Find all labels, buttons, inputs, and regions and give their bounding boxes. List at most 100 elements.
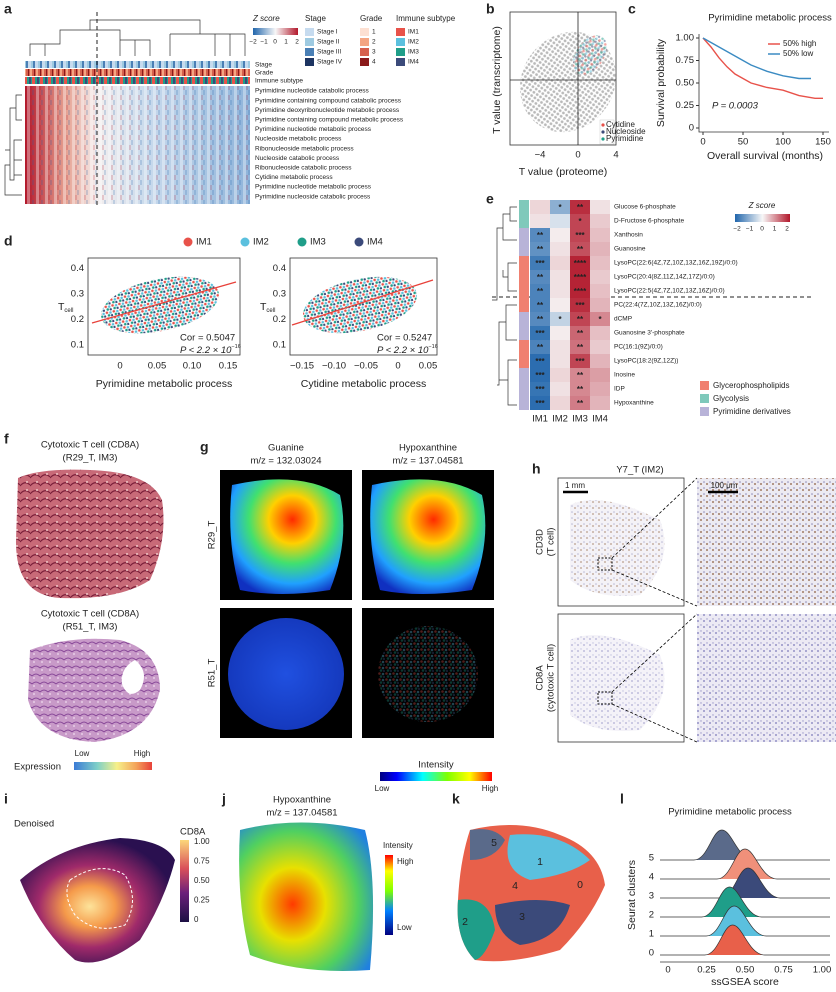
significance: ** — [577, 245, 584, 254]
legend-tick: 0 — [273, 39, 277, 46]
tissue-image — [15, 469, 164, 599]
row-dendrogram — [4, 94, 22, 196]
column-label: IM4 — [592, 414, 608, 425]
ihc-image — [570, 635, 665, 731]
zoom-lines — [611, 613, 698, 743]
ridge — [660, 867, 830, 899]
cluster-label: 1 — [537, 856, 543, 868]
cluster-region — [507, 834, 590, 880]
denoised-map — [20, 838, 175, 963]
column-label: IM3 — [572, 414, 588, 425]
panel-label: j — [221, 791, 226, 807]
legend-label: Pyrimidine derivatives — [713, 407, 791, 416]
x-tick-label: 0.25 — [697, 965, 716, 976]
category-strip — [519, 228, 529, 242]
legend-tick: 1 — [773, 226, 777, 233]
heatmap-cell — [570, 340, 590, 354]
category-strip — [519, 340, 529, 354]
y-tick-label: 1.00 — [676, 33, 695, 44]
ihc-image — [570, 500, 665, 596]
x-tick-label: 150 — [815, 137, 831, 148]
legend-tick: −2 — [249, 39, 257, 46]
scale-label: 1 mm — [565, 481, 585, 490]
column-title: Hypoxanthine — [399, 443, 457, 454]
row-label: Inosine — [614, 372, 635, 379]
heatmap-cell — [550, 326, 570, 340]
cluster-label: 4 — [512, 880, 518, 892]
legend-label: 50% low — [783, 49, 813, 58]
zscore-colorbar — [735, 214, 790, 222]
panel-label: g — [200, 439, 209, 455]
heatmap-cell — [590, 284, 610, 298]
category-strip — [519, 284, 529, 298]
zoom-box — [597, 557, 613, 571]
legend-tick: −1 — [746, 226, 754, 233]
y-axis-label: Tcell — [260, 301, 275, 314]
significance: *** — [535, 371, 545, 380]
heatmap-cell — [530, 326, 550, 340]
regression-line — [291, 279, 434, 326]
cluster-label: 3 — [519, 911, 525, 923]
legend-swatch — [360, 58, 369, 66]
panel-label: i — [4, 791, 8, 807]
row-label: Nucleoside catabolic process — [255, 155, 340, 162]
legend-low: Low — [397, 923, 412, 932]
row-label: Ribonucleoside catabolic process — [255, 165, 352, 172]
p-value-exponent: −16 — [231, 344, 240, 350]
column-dendrogram — [29, 19, 246, 56]
legend-high: High — [482, 784, 498, 793]
legend-label: IM4 — [367, 237, 383, 248]
legend-marker — [183, 237, 193, 247]
legend-label: 4 — [372, 59, 376, 66]
track-label: Immune subtype — [255, 78, 303, 85]
chart-title: Pyrimidine metabolic process — [668, 807, 792, 818]
legend-title: Intensity — [383, 841, 413, 850]
y-axis-label: Seurat clusters — [626, 860, 638, 930]
column-title: Guanine — [268, 443, 304, 454]
x-tick-label: 0 — [117, 361, 122, 372]
image-frame — [557, 477, 685, 607]
heatmap-cell — [550, 382, 570, 396]
y-tick-label: 0.75 — [676, 55, 695, 66]
expression-colorbar — [74, 762, 152, 770]
legend-swatch — [305, 28, 314, 36]
p-value-text: P < 2.2 × 10 — [377, 345, 429, 356]
legend-swatch — [360, 38, 369, 46]
category-strip — [519, 354, 529, 368]
row-sublabel: (cytotoxic T cell) — [546, 644, 557, 712]
legend-label: Nucleoside — [606, 127, 646, 136]
significance: ** — [537, 245, 544, 254]
row-label: IDP — [614, 386, 625, 393]
row-label: CD8A — [535, 665, 546, 691]
heatmap-cell — [530, 200, 550, 214]
x-axis-label: ssGSEA score — [711, 976, 779, 987]
msi-image — [370, 479, 486, 594]
tissue-image — [28, 638, 160, 742]
legend-swatch — [700, 394, 709, 403]
axis — [698, 34, 829, 133]
row-label: Pyrimidine deoxyribonucleotide metabolic… — [255, 107, 400, 114]
msi-image — [378, 626, 478, 722]
legend-swatch — [360, 48, 369, 56]
x-tick-label: 50 — [738, 137, 749, 148]
y-axis-label-main: T — [260, 301, 267, 313]
legend-label: IM1 — [408, 29, 419, 36]
heatmap-cell — [570, 382, 590, 396]
row-label: R51_T — [207, 659, 218, 688]
significance: ** — [537, 287, 544, 296]
panel-label: a — [4, 1, 12, 17]
regression-line — [91, 281, 237, 324]
significance: *** — [575, 301, 585, 310]
panel-f — [15, 469, 164, 770]
panel-label: l — [620, 791, 624, 807]
y-tick-label: 0.3 — [273, 289, 286, 300]
y-tick-label: 2 — [649, 910, 654, 921]
legend-label: Cytidine — [606, 120, 635, 129]
heatmap-cell — [590, 340, 610, 354]
p-value-exponent: −16 — [428, 344, 437, 350]
legend-marker — [297, 237, 307, 247]
panel-label: b — [486, 1, 495, 17]
y-tick-label: 0.1 — [71, 340, 84, 351]
row-label: CD3D — [535, 529, 546, 555]
